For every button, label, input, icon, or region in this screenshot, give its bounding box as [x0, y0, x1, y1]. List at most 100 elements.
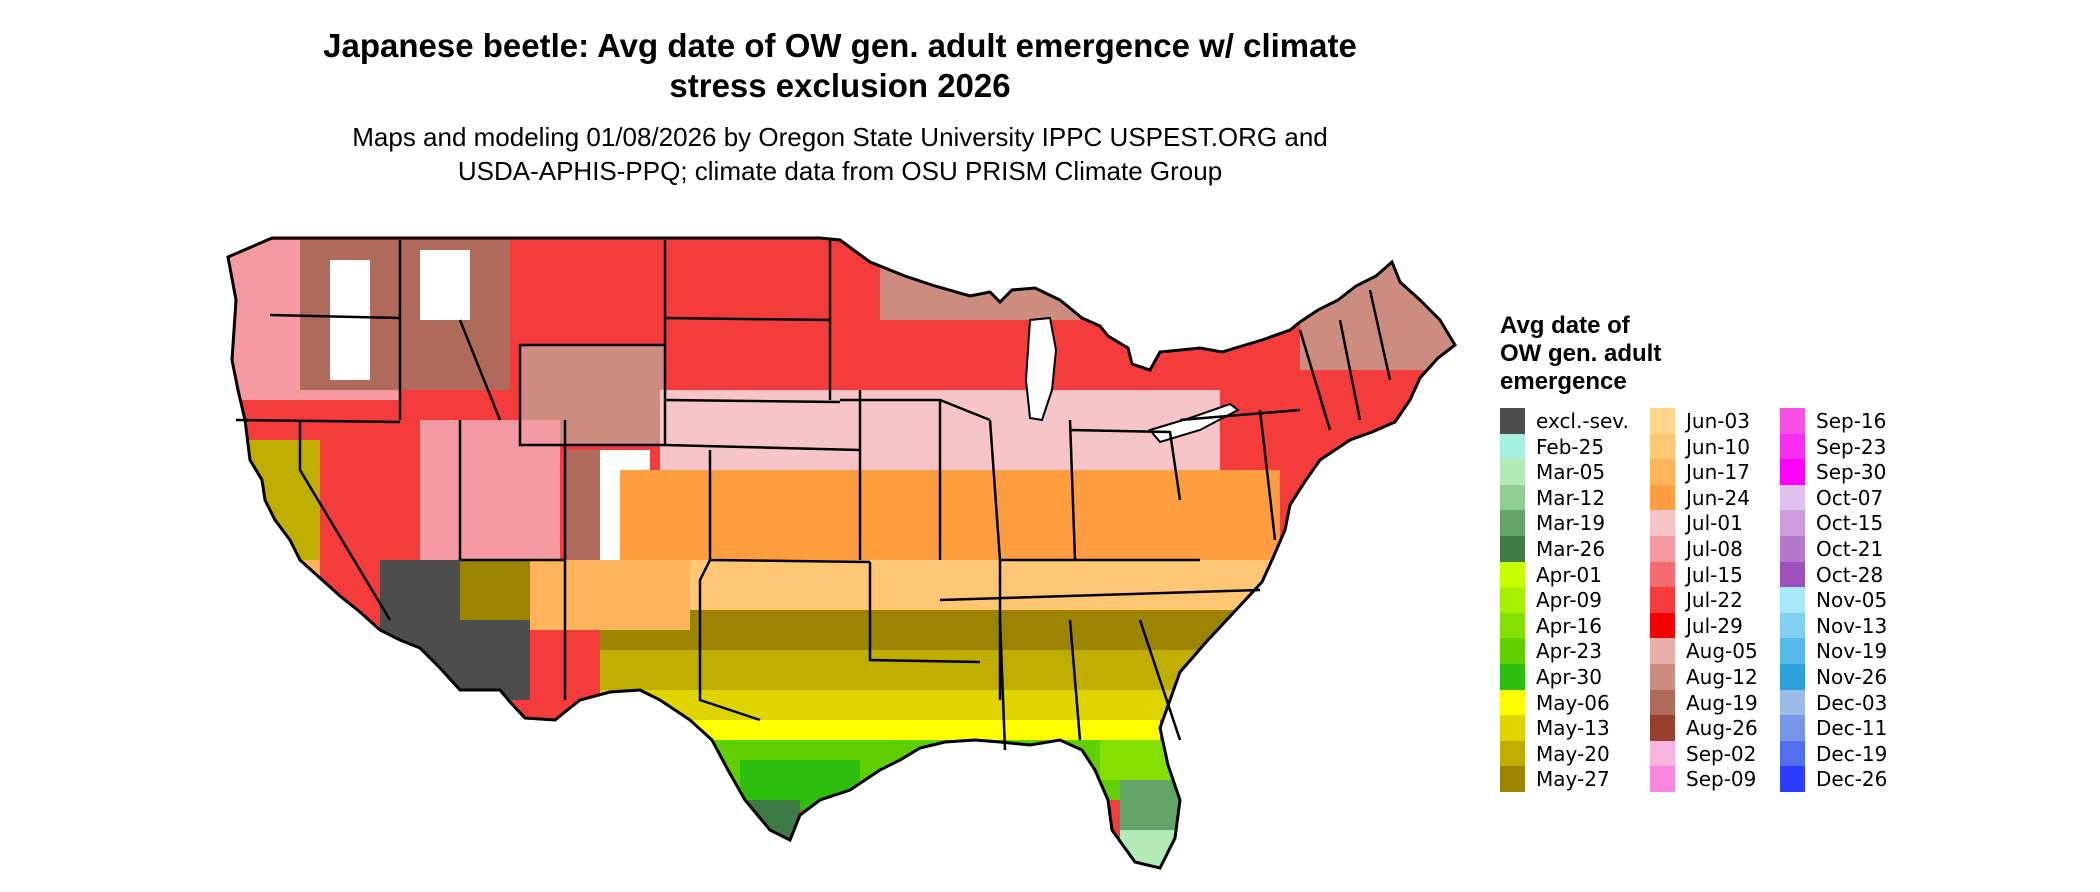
map-subtitle-line-2: USDA-APHIS-PPQ; climate data from OSU PR…	[457, 156, 1223, 186]
legend-item: May-06	[1500, 689, 1660, 716]
legend-label: May-27	[1536, 767, 1610, 792]
legend-item: Aug-05	[1650, 638, 1810, 665]
legend-swatch	[1780, 740, 1805, 767]
zone-colorado-brown	[565, 450, 600, 560]
legend-item: Oct-28	[1780, 561, 1940, 588]
legend-label: Dec-03	[1816, 690, 1888, 715]
legend-swatch	[1780, 587, 1805, 614]
legend-item: May-20	[1500, 740, 1660, 767]
legend-swatch	[1780, 638, 1805, 665]
legend-swatch	[1780, 561, 1805, 588]
legend-label: Sep-16	[1816, 409, 1887, 433]
legend-swatch	[1650, 740, 1675, 767]
zone-upper-mi-brown	[880, 240, 1080, 320]
legend-item: Jun-10	[1650, 433, 1810, 460]
legend-item: Apr-30	[1500, 664, 1660, 690]
legend-swatch	[1500, 664, 1525, 690]
legend-swatch	[1650, 638, 1675, 665]
legend-label: Aug-19	[1686, 690, 1758, 715]
legend-item: Sep-23	[1780, 433, 1940, 460]
legend-swatch	[1780, 715, 1805, 742]
map-subtitle: Maps and modeling 01/08/2026 by Oregon S…	[240, 120, 1440, 188]
legend-item: Aug-12	[1650, 664, 1810, 690]
legend-item: Dec-11	[1780, 715, 1940, 742]
legend-swatch	[1780, 612, 1805, 639]
legend-item: May-13	[1500, 715, 1660, 742]
legend-label: May-13	[1536, 716, 1610, 741]
legend-label: Aug-26	[1686, 716, 1758, 741]
legend-swatch	[1650, 715, 1675, 742]
legend-label: Jul-08	[1686, 537, 1743, 561]
legend-swatch	[1500, 408, 1525, 434]
legend-swatch	[1500, 536, 1525, 562]
legend-swatch	[1500, 689, 1525, 716]
legend-item: May-27	[1500, 766, 1660, 793]
legend-swatch	[1650, 510, 1675, 537]
legend-swatch	[1500, 766, 1525, 793]
legend-label: Oct-21	[1816, 537, 1884, 561]
legend-label: Mar-26	[1536, 537, 1606, 561]
zone-mountains-white-2	[420, 250, 470, 320]
legend-label: Aug-05	[1686, 639, 1758, 664]
legend-label: Jun-17	[1686, 460, 1750, 485]
legend-label: Jun-24	[1686, 485, 1750, 510]
legend-swatch	[1650, 484, 1675, 511]
map-title-line-1: Japanese beetle: Avg date of OW gen. adu…	[323, 27, 1357, 64]
legend-item: Nov-05	[1780, 587, 1940, 614]
legend-swatch	[1650, 561, 1675, 588]
legend-swatch	[1780, 459, 1805, 486]
legend-item: Dec-19	[1780, 740, 1940, 767]
zone-olive-dark	[600, 610, 1300, 650]
legend-label: Mar-12	[1536, 485, 1606, 510]
legend-label: Sep-02	[1686, 741, 1757, 766]
legend-swatch	[1780, 766, 1805, 793]
legend-swatch	[1500, 484, 1525, 511]
legend-item: Jun-03	[1650, 408, 1810, 434]
legend-item: Mar-26	[1500, 536, 1660, 562]
legend-item: Nov-26	[1780, 664, 1940, 690]
legend-label: Nov-26	[1816, 665, 1888, 689]
legend-title-line-3: emergence	[1500, 368, 1627, 395]
legend-swatch	[1500, 433, 1525, 460]
legend-label: Oct-15	[1816, 511, 1884, 536]
zone-northeast-brown	[1300, 260, 1455, 370]
legend-swatch	[1650, 459, 1675, 486]
zone-great-basin	[420, 420, 560, 560]
legend-item: excl.-sev.	[1500, 408, 1660, 434]
legend-label: Dec-19	[1816, 741, 1888, 766]
legend-item: Apr-16	[1500, 612, 1660, 639]
legend-item: Sep-09	[1650, 766, 1810, 793]
zone-yellow-olive	[600, 690, 1300, 720]
legend-label: Jul-22	[1686, 588, 1743, 613]
legend-item: Mar-05	[1500, 459, 1660, 486]
legend-label: Jul-01	[1686, 511, 1743, 536]
legend-item: Feb-25	[1500, 433, 1660, 460]
legend-label: Jul-29	[1686, 613, 1743, 638]
legend-label: Apr-01	[1536, 562, 1602, 587]
legend-label: Nov-19	[1816, 639, 1888, 664]
legend-label: Nov-05	[1816, 588, 1888, 613]
legend-label: Apr-23	[1536, 639, 1602, 664]
legend-item: Jul-01	[1650, 510, 1810, 537]
legend-label: Apr-16	[1536, 613, 1602, 638]
us-emergence-map	[226, 236, 1457, 870]
legend-title-line-2: OW gen. adult	[1500, 340, 1662, 367]
legend-label: Mar-19	[1536, 511, 1606, 536]
legend-item: Sep-02	[1650, 740, 1810, 767]
legend-item: Mar-19	[1500, 510, 1660, 537]
legend: Avg date of OW gen. adult emergence excl…	[1500, 312, 1887, 793]
legend-item: Jun-24	[1650, 484, 1810, 511]
legend-label: Nov-13	[1816, 613, 1888, 638]
legend-swatch	[1650, 587, 1675, 614]
legend-item: Apr-23	[1500, 638, 1660, 665]
zone-california-olive	[230, 440, 320, 640]
legend-item: Jul-22	[1650, 587, 1810, 614]
legend-label: Jun-03	[1686, 409, 1750, 433]
legend-item: Nov-13	[1780, 612, 1940, 639]
legend-label: Feb-25	[1536, 434, 1605, 459]
legend-label: May-20	[1536, 741, 1610, 766]
legend-swatch	[1780, 433, 1805, 460]
legend-label: Dec-11	[1816, 716, 1888, 741]
legend-item: Jul-15	[1650, 561, 1810, 588]
legend-swatch	[1650, 612, 1675, 639]
